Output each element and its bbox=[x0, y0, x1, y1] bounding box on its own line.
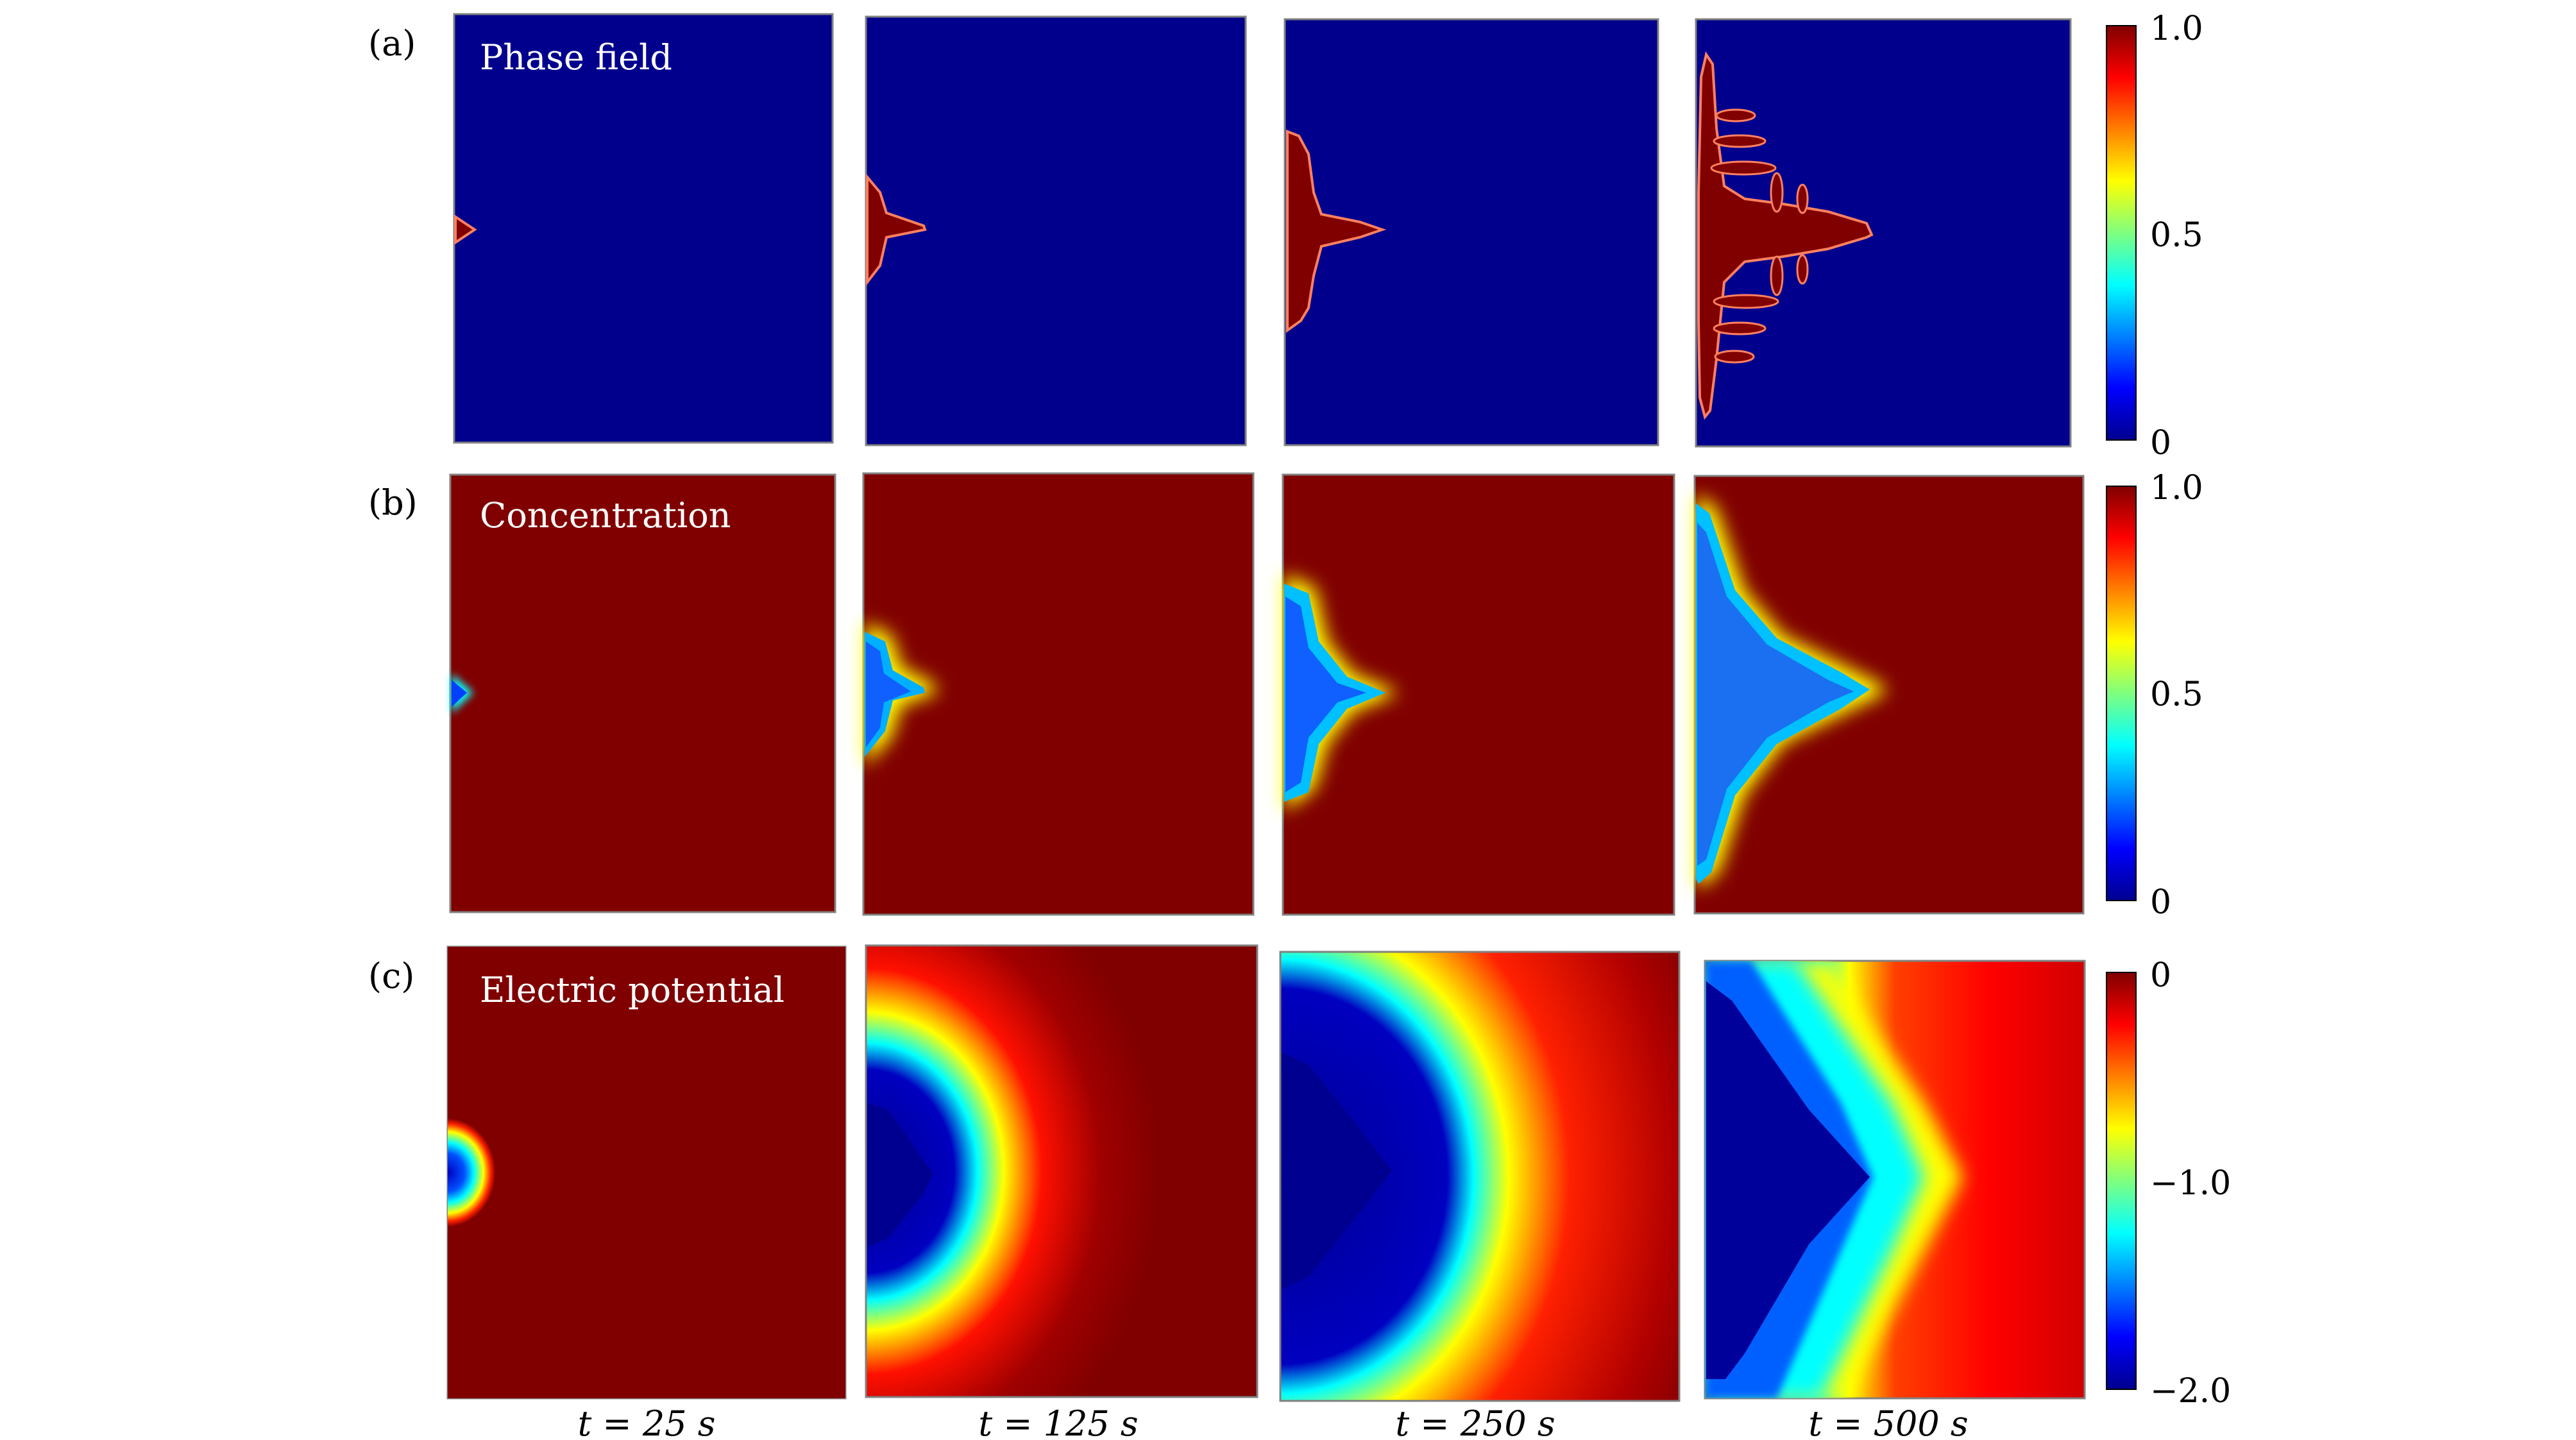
phase-dendrite-t250 bbox=[1286, 130, 1387, 333]
colorbar-conc-min: 0 bbox=[2150, 883, 2171, 922]
colorbar-conc-max: 1.0 bbox=[2150, 469, 2203, 507]
row-label-a: (a) bbox=[368, 23, 416, 64]
colorbar-phase: 1.0 0.5 0 bbox=[2106, 10, 2203, 462]
colorbar-potential: 0 −1.0 −2.0 bbox=[2106, 956, 2231, 1410]
colorbar-phase-mid: 0.5 bbox=[2150, 216, 2203, 255]
phase-panel-t25 bbox=[453, 13, 834, 444]
colorbar-phase-max: 1.0 bbox=[2150, 10, 2203, 48]
time-label-t250: t = 250 s bbox=[1395, 1403, 1555, 1440]
colorbar-pot-max: 0 bbox=[2150, 956, 2171, 995]
phase-field-title: Phase field bbox=[480, 37, 672, 78]
pot-core-t125 bbox=[867, 1103, 933, 1248]
time-label-t500: t = 500 s bbox=[1808, 1403, 1968, 1440]
time-label-t25: t = 25 s bbox=[578, 1403, 716, 1440]
conc-panel-t500 bbox=[1693, 475, 2085, 915]
colorbar-conc-bar bbox=[2106, 486, 2137, 901]
electric-potential-title: Electric potential bbox=[480, 970, 784, 1010]
conc-core-t125 bbox=[866, 641, 911, 747]
phase-dendrite-t25 bbox=[454, 214, 477, 245]
pot-field-t500 bbox=[1705, 961, 1963, 1398]
concentration-title: Concentration bbox=[480, 495, 731, 536]
concentration-row: Concentration bbox=[449, 472, 2085, 916]
pot-core-t250 bbox=[1282, 1052, 1392, 1289]
phase-side-branches-t500 bbox=[1710, 108, 1809, 364]
potential-row: Electric potential bbox=[446, 944, 2086, 1402]
conc-core-t250 bbox=[1285, 597, 1366, 792]
colorbar-pot-min: −2.0 bbox=[2150, 1372, 2231, 1410]
row-label-b: (b) bbox=[368, 482, 418, 523]
colorbar-pot-mid: −1.0 bbox=[2150, 1164, 2231, 1203]
colorbar-phase-min: 0 bbox=[2150, 424, 2171, 462]
phase-dendrite-t500 bbox=[1697, 51, 1874, 420]
conc-panel-t25 bbox=[449, 473, 836, 913]
phase-field-row: Phase field bbox=[453, 13, 2072, 448]
colorbar-concentration: 1.0 0.5 0 bbox=[2106, 469, 2203, 922]
pot-field-t25 bbox=[448, 947, 845, 1398]
phase-dendrite-t125 bbox=[866, 173, 927, 286]
colorbar-pot-bar bbox=[2106, 972, 2137, 1390]
row-label-c: (c) bbox=[368, 956, 414, 996]
time-label-t125: t = 125 s bbox=[978, 1403, 1138, 1440]
colorbar-conc-mid: 0.5 bbox=[2150, 675, 2203, 714]
colorbar-phase-bar bbox=[2106, 25, 2137, 441]
conc-core-t500 bbox=[1697, 523, 1854, 866]
conc-core-t25 bbox=[452, 680, 467, 707]
